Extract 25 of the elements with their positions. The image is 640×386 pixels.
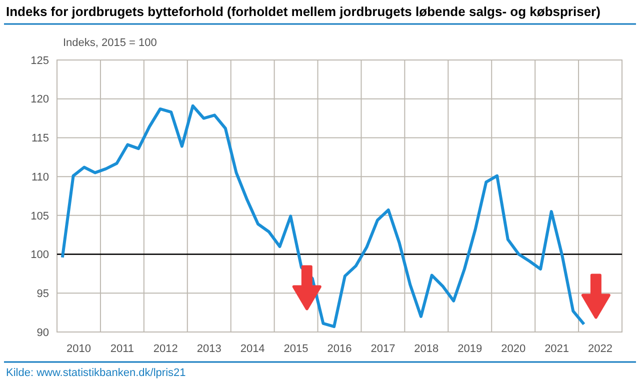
x-tick-label: 2018 xyxy=(414,343,439,355)
x-tick-label: 2017 xyxy=(370,343,396,355)
x-tick-label: 2022 xyxy=(588,343,613,355)
y-tick-label: 100 xyxy=(30,249,49,262)
y-tick-label: 105 xyxy=(30,210,49,222)
x-tick-label: 2015 xyxy=(284,343,308,355)
x-tick-label: 2019 xyxy=(458,343,482,355)
y-tick-label: 120 xyxy=(30,94,49,106)
x-tick-label: 2020 xyxy=(501,343,526,355)
x-tick-label: 2010 xyxy=(66,343,91,355)
x-tick-label: 2011 xyxy=(110,343,134,355)
y-axis-title: Indeks, 2015 = 100 xyxy=(63,37,157,49)
x-tick-label: 2021 xyxy=(544,343,570,355)
chart-title: Indeks for jordbrugets bytteforhold (forholdet mellem jordbrugets løbende salgs- og købspriser) xyxy=(6,4,600,19)
x-tick-label: 2016 xyxy=(327,343,352,355)
y-tick-label: 110 xyxy=(31,171,49,184)
y-tick-label: 115 xyxy=(31,132,49,145)
text: Kilde: www.statistikbanken.dk/lpris21 xyxy=(6,367,186,379)
y-tick-label: 95 xyxy=(36,288,49,300)
x-tick-label: 2013 xyxy=(196,343,222,355)
x-tick-label: 2014 xyxy=(240,343,265,355)
y-tick-label: 125 xyxy=(30,54,49,67)
y-tick-label: 90 xyxy=(36,326,49,339)
line-series xyxy=(60,104,586,328)
x-tick-label: 2012 xyxy=(153,343,178,355)
